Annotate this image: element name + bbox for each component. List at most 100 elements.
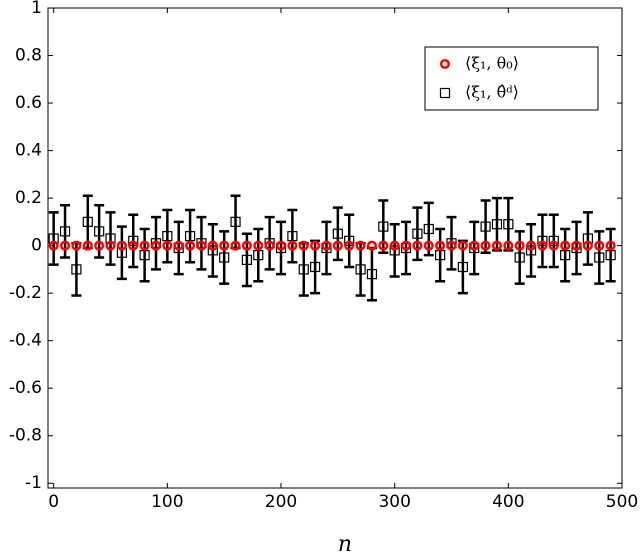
data-point [219,252,230,263]
error-bar [412,206,423,262]
error-bar [105,211,116,266]
y-tick-label: 0.8 [15,46,42,66]
data-point [105,240,116,251]
data-point [457,261,468,273]
data-point [355,264,366,275]
data-point [400,240,412,251]
data-point [594,252,605,263]
error-bar [571,220,582,276]
error-bar [196,215,207,271]
error-bar [139,227,150,283]
data-point [321,242,332,254]
data-point [423,223,434,235]
y-tick-label: 1 [31,0,42,18]
data-point [480,240,491,251]
data-point [389,245,400,256]
data-point [173,242,184,254]
data-point [571,240,582,251]
data-point [526,240,537,251]
legend-label: ⟨ξ₁, θ̂ᵈ⟩ [465,83,519,102]
data-point [59,240,71,251]
data-point [264,238,275,249]
error-bar [480,199,491,255]
data-point [128,235,139,246]
data-point [412,240,423,251]
data-point [446,238,457,249]
data-point [230,240,241,251]
data-point [275,242,287,254]
legend-marker [439,58,451,70]
data-point [366,240,377,251]
error-bar [276,220,287,276]
data-point [412,228,423,239]
data-point [537,240,548,251]
data-point [605,240,616,251]
data-point [355,240,366,251]
x-tick-label: 0 [48,492,59,512]
data-point [230,216,241,227]
error-bar [287,208,298,264]
y-tick-label: -0.8 [9,426,42,446]
data-point [310,261,321,273]
y-tick-label: -0.2 [9,283,42,303]
data-point [196,240,207,251]
data-point [253,240,264,251]
data-point [582,240,593,251]
error-bar [605,227,616,283]
data-point [150,240,162,251]
data-point [525,245,537,256]
error-bar [173,220,184,276]
error-bar [162,208,173,264]
data-point [537,235,548,246]
data-point [207,240,218,251]
data-point [435,240,446,251]
x-tick-label: 500 [606,492,638,512]
data-point [298,264,309,275]
data-point [321,240,332,251]
error-bar [469,220,480,276]
error-bar [332,206,343,262]
error-bar [48,211,59,266]
data-point [94,240,105,251]
x-tick-label: 400 [492,492,524,512]
data-point [423,240,434,251]
data-point [219,240,230,251]
data-point [378,240,389,251]
data-point [298,240,309,251]
data-point [207,245,218,256]
y-tick-label: 0 [31,236,42,256]
error-bar [401,220,412,276]
error-bar [253,227,264,283]
error-bar [435,227,446,283]
data-point [491,240,503,251]
data-point [457,240,468,251]
data-point [344,240,355,251]
data-point [514,252,525,263]
data-point [594,240,605,251]
y-tick-label: 0.4 [15,141,42,161]
data-point [400,242,412,254]
error-bar [116,225,127,281]
data-point [344,235,355,246]
data-point [514,240,525,251]
data-point [548,240,559,251]
error-bar [423,201,434,257]
data-point [548,235,559,246]
data-point [162,240,173,251]
x-axis-label: n [338,532,352,555]
data-point [139,240,150,251]
data-point [71,240,82,251]
data-point [241,254,253,265]
y-tick-label: 0.2 [15,188,42,208]
data-point [480,221,491,232]
data-point [310,240,321,251]
data-point [389,240,400,251]
error-bar [219,230,230,285]
data-point [82,240,93,251]
data-point [571,242,582,254]
data-point [446,240,457,251]
y-tick-label: -1 [25,473,42,493]
error-bar [150,215,161,271]
